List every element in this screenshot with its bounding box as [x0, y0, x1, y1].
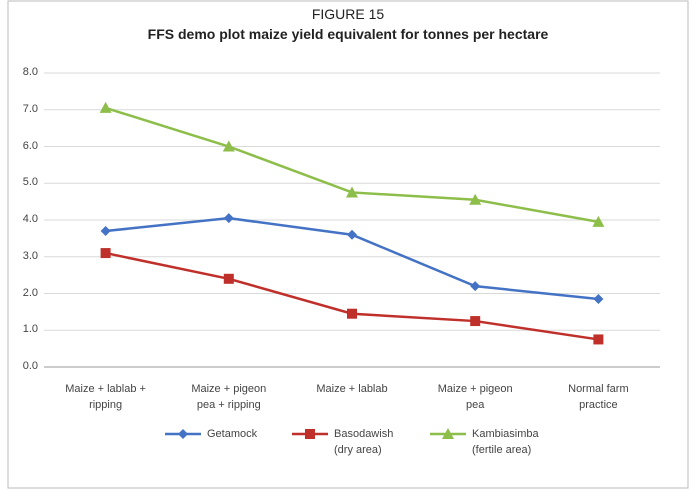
- frame: [7, 0, 689, 489]
- marker: [592, 215, 605, 227]
- y-tick-label: 1.0: [22, 323, 38, 336]
- marker: [347, 229, 357, 240]
- y-tick-label: 2.0: [22, 286, 38, 299]
- x-tick-label: Maize + pigeon pea + ripping: [191, 383, 267, 411]
- y-tick-label: 5.0: [22, 176, 38, 189]
- marker: [470, 316, 481, 327]
- marker: [223, 213, 234, 224]
- y-tick-label: 6.0: [22, 139, 38, 152]
- marker: [100, 248, 111, 259]
- marker: [470, 281, 481, 292]
- marker: [305, 429, 315, 439]
- y-tick-label: 8.0: [22, 66, 38, 78]
- chart-title: FIGURE 15: [311, 6, 385, 22]
- x-tick-label: Normal farm practice: [568, 383, 629, 411]
- x-tick-label: Maize + lablab + ripping: [65, 383, 146, 411]
- marker: [593, 294, 604, 305]
- y-tick-label: 4.0: [22, 213, 38, 225]
- marker: [346, 186, 358, 198]
- marker: [347, 308, 357, 319]
- chart-subtitle: FFS demo plot maize yield equivalent for…: [147, 26, 549, 42]
- y-tick-label: 7.0: [22, 102, 38, 115]
- marker: [469, 193, 482, 205]
- marker: [593, 334, 604, 345]
- marker: [222, 140, 235, 152]
- legend-label: Basodawish (dry area): [334, 428, 394, 456]
- x-tick-label: Maize + pigeon pea: [437, 383, 513, 411]
- marker: [223, 273, 234, 284]
- marker: [178, 429, 188, 439]
- y-tick-label: 0.0: [22, 360, 38, 372]
- marker: [100, 226, 111, 237]
- marker: [99, 101, 112, 113]
- x-tick-label: Maize + lablab: [316, 383, 388, 395]
- legend-label: Getamock: [207, 428, 258, 440]
- y-tick-label: 3.0: [22, 249, 38, 262]
- legend-label: Kambiasimba (fertile area): [472, 428, 539, 456]
- marker: [442, 428, 454, 439]
